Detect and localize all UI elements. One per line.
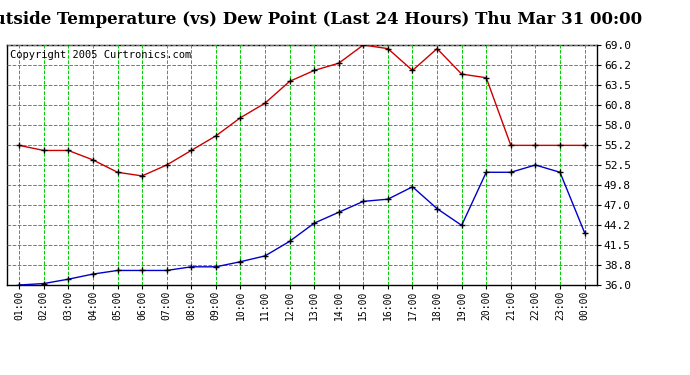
Text: Copyright 2005 Curtronics.com: Copyright 2005 Curtronics.com <box>10 50 191 60</box>
Text: Outside Temperature (vs) Dew Point (Last 24 Hours) Thu Mar 31 00:00: Outside Temperature (vs) Dew Point (Last… <box>0 11 642 28</box>
